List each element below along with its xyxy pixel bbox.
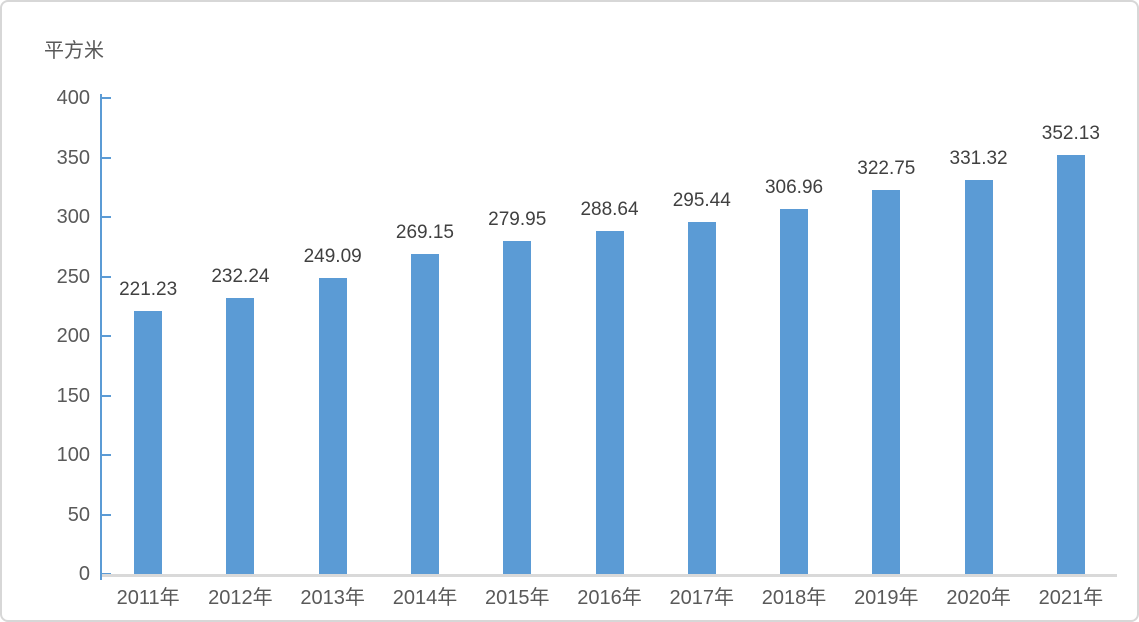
bar <box>1056 154 1085 574</box>
bar-value-label: 232.24 <box>211 265 270 287</box>
x-axis-line <box>102 574 1117 577</box>
x-axis-category-label: 2012年 <box>208 587 273 609</box>
bar-value-label: 279.95 <box>488 208 547 230</box>
bar <box>872 189 901 574</box>
y-axis-tick <box>102 216 111 218</box>
y-axis-tick-label: 100 <box>56 444 90 466</box>
bar <box>595 230 624 574</box>
x-axis-category-label: 2011年 <box>116 587 180 609</box>
y-axis-tick-label: 350 <box>56 146 90 169</box>
y-axis-tick <box>102 454 111 456</box>
bar <box>318 277 347 574</box>
x-axis-category-label: 2017年 <box>669 587 735 609</box>
y-axis-tick-label: 300 <box>56 206 90 228</box>
x-axis-category-label: 2015年 <box>484 587 550 609</box>
x-axis-category-label: 2021年 <box>1038 587 1104 609</box>
bar-value-label: 288.64 <box>580 198 639 220</box>
x-axis-category-label: 2014年 <box>392 587 458 609</box>
bar <box>410 253 439 574</box>
bar <box>503 240 532 574</box>
y-axis-line <box>100 94 102 580</box>
y-axis-tick <box>102 97 111 99</box>
bar-value-label: 221.23 <box>119 278 178 300</box>
y-axis-tick <box>102 275 111 278</box>
y-axis-tick-label: 200 <box>56 325 90 347</box>
y-axis-tick <box>102 156 111 159</box>
x-axis-category-label: 2016年 <box>577 587 642 609</box>
bar-value-label: 322.75 <box>857 157 916 179</box>
bar-value-label: 331.32 <box>949 147 1008 169</box>
y-axis-tick-label: 250 <box>56 265 90 288</box>
bar-value-label: 295.44 <box>672 190 731 212</box>
x-axis-category-label: 2019年 <box>854 587 919 609</box>
y-axis-tick <box>102 335 111 337</box>
bar <box>226 297 255 574</box>
y-axis-tick-label: 400 <box>56 87 90 109</box>
y-axis-tick-label: 150 <box>56 384 90 407</box>
bar-value-label: 249.09 <box>303 245 362 267</box>
y-axis-tick-label: 50 <box>67 503 90 526</box>
bar-value-label: 352.13 <box>1041 122 1100 144</box>
y-axis-tick-label: 0 <box>78 563 90 585</box>
bar-value-label: 306.96 <box>764 176 824 198</box>
bar <box>687 222 716 574</box>
bar <box>134 310 163 574</box>
y-axis-tick <box>102 513 111 516</box>
y-axis-unit-label: 平方米 <box>44 40 104 62</box>
x-axis-category-label: 2020年 <box>946 587 1011 609</box>
bar-value-label: 269.15 <box>395 221 455 243</box>
bar <box>780 208 809 574</box>
bar <box>964 179 993 574</box>
x-axis-category-label: 2018年 <box>761 587 827 609</box>
y-axis-tick <box>102 394 111 397</box>
x-axis-category-label: 2013年 <box>300 587 365 609</box>
